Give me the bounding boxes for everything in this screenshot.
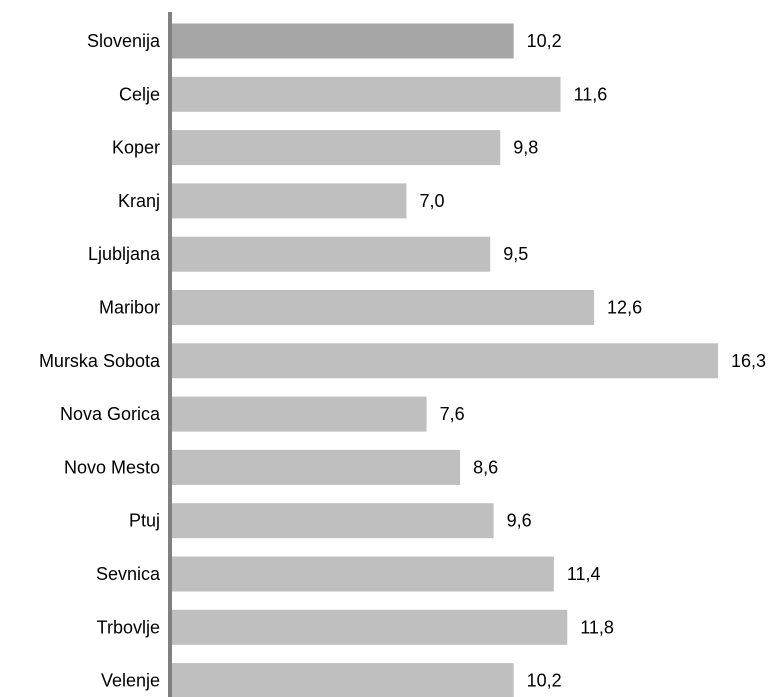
category-label: Kranj bbox=[118, 191, 160, 211]
bar-slovenija bbox=[172, 23, 514, 59]
bar-celje bbox=[172, 76, 561, 112]
bar-velenje bbox=[172, 663, 514, 697]
value-label: 9,6 bbox=[507, 511, 532, 531]
value-label: 9,8 bbox=[513, 138, 538, 158]
category-label: Ljubljana bbox=[88, 244, 161, 264]
y-axis-line bbox=[168, 12, 172, 697]
bar-ptuj bbox=[172, 503, 494, 539]
value-label: 11,4 bbox=[567, 564, 601, 584]
category-label: Maribor bbox=[99, 298, 160, 318]
category-label: Koper bbox=[112, 138, 160, 158]
category-label: Sevnica bbox=[96, 564, 161, 584]
value-label: 7,6 bbox=[440, 404, 465, 424]
value-label: 12,6 bbox=[607, 298, 642, 318]
labels-layer: Slovenija 10,2 Celje 11,6 Koper 9,8 Kranj 7,0 Lj… bbox=[39, 31, 766, 691]
value-label: 16,3 bbox=[731, 351, 766, 371]
value-label: 7,0 bbox=[419, 191, 444, 211]
value-label: 9,5 bbox=[503, 244, 528, 264]
bar-maribor bbox=[172, 290, 595, 325]
category-label: Murska Sobota bbox=[39, 351, 161, 371]
value-label: 8,6 bbox=[473, 457, 498, 477]
category-label: Ptuj bbox=[129, 511, 160, 531]
bar-nova-gorica bbox=[172, 396, 427, 432]
category-label: Slovenija bbox=[87, 31, 161, 51]
bar-trbovlje bbox=[172, 609, 568, 645]
category-label: Celje bbox=[119, 84, 160, 104]
bar-koper bbox=[172, 130, 501, 166]
category-label: Trbovlje bbox=[97, 617, 160, 637]
bars-layer bbox=[172, 23, 718, 697]
category-label: Novo Mesto bbox=[64, 457, 160, 477]
bar-novo-mesto bbox=[172, 449, 461, 485]
bar-murska-sobota bbox=[172, 343, 718, 379]
value-label: 10,2 bbox=[527, 31, 562, 51]
value-label: 11,6 bbox=[574, 84, 608, 104]
bar-ljubljana bbox=[172, 236, 491, 272]
category-label: Nova Gorica bbox=[60, 404, 161, 424]
value-label: 10,2 bbox=[527, 671, 562, 691]
bar-kranj bbox=[172, 183, 407, 219]
bar-sevnica bbox=[172, 556, 554, 592]
category-label: Velenje bbox=[101, 671, 160, 691]
value-label: 11,8 bbox=[580, 617, 614, 637]
